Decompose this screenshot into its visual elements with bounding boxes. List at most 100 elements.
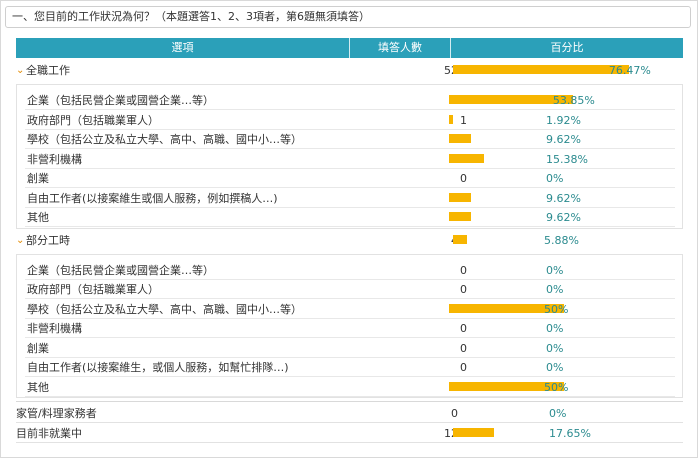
list-item: 學校（包括公立及私立大學、高中、高職、國中小…等）250%	[25, 300, 675, 319]
percent-bar-track	[449, 153, 679, 163]
percent-bar-track	[449, 134, 679, 143]
response-count: 0	[460, 361, 467, 374]
percent-bar	[449, 192, 472, 202]
response-count: 0	[460, 263, 467, 277]
header-percent: 百分比	[550, 41, 584, 54]
header-option: 選項	[171, 41, 194, 54]
table-header: 選項 填答人數 百分比	[16, 38, 683, 58]
option-label: 家管/料理家務者	[16, 407, 97, 420]
percent-bar	[449, 212, 472, 221]
option-label: 自由工作者(以接案維生，或個人服務，如幫忙排隊…)	[27, 361, 289, 374]
list-item: 創業 0 0%	[25, 339, 675, 358]
response-count: 0	[460, 322, 467, 335]
percent-bar-track	[453, 408, 683, 417]
percent-bar	[449, 134, 472, 143]
list-item: 目前非就業中 12 17.65%	[16, 424, 683, 443]
list-item: 其他250%	[25, 378, 675, 397]
percent-value: 50%	[544, 380, 569, 394]
percent-bar-track	[449, 343, 679, 352]
percent-bar-track	[453, 65, 683, 74]
option-label: 企業（包括民營企業或國營企業…等）	[27, 263, 214, 277]
response-count: 0	[460, 172, 467, 185]
percent-value: 1.92%	[546, 113, 581, 127]
header-separator	[349, 38, 350, 58]
list-item: 自由工作者(以接案維生，或個人服務，如幫忙排隊…) 0 0%	[25, 358, 675, 377]
percent-bar-track	[449, 323, 679, 332]
percent-bar	[453, 428, 494, 437]
percent-bar-track	[453, 428, 683, 437]
percent-value: 0%	[546, 283, 564, 296]
percent-value: 9.62%	[546, 211, 581, 224]
option-label: 創業	[27, 172, 49, 185]
response-count: 0	[451, 407, 458, 420]
option-label: 其他	[27, 211, 49, 224]
group-detail-box: 企業（包括民營企業或國營企業…等） 0 0% 政府部門（包括職業軍人） 0 0% 學校（包括…	[16, 253, 683, 398]
option-label: 非營利機構	[27, 322, 82, 335]
list-item: 企業（包括民營企業或國營企業…等） 0 0%	[25, 261, 675, 280]
percent-bar-track	[449, 303, 679, 313]
percent-bar	[449, 303, 564, 313]
response-count: 0	[460, 283, 467, 296]
option-label: 全職工作	[26, 64, 70, 77]
percent-bar	[449, 381, 564, 391]
list-item: 學校（包括公立及私立大學、高中、高職、國中小…等）59.62%	[25, 130, 675, 149]
list-item: 自由工作者(以接案維生或個人服務，例如撰稿人…)59.62%	[25, 189, 675, 208]
option-label: 目前非就業中	[16, 427, 82, 440]
option-label: 非營利機構	[27, 152, 82, 166]
percent-value: 0%	[546, 322, 564, 335]
percent-bar-track	[449, 381, 679, 391]
group-row[interactable]: ⌄ 全職工作 52 76.47%	[16, 61, 683, 80]
percent-bar-track	[453, 234, 683, 244]
percent-value: 0%	[546, 172, 564, 185]
group-row[interactable]: ⌄部分工時 4 5.88%	[16, 231, 683, 250]
list-item: 家管/料理家務者 0 0%	[16, 404, 683, 423]
percent-bar	[453, 65, 629, 74]
percent-bar	[453, 234, 467, 244]
percent-bar	[449, 114, 454, 124]
percent-value: 9.62%	[546, 191, 581, 205]
response-count: 52	[444, 64, 458, 77]
option-label: 部分工時	[26, 233, 70, 247]
option-label: 學校（包括公立及私立大學、高中、高職、國中小…等）	[27, 302, 302, 316]
percent-bar-track	[449, 284, 679, 293]
question-title: 一、您目前的工作狀況為何？（本題選答1、2、3項者，第6題無須填答）	[5, 6, 691, 28]
option-label: 創業	[27, 341, 49, 355]
option-label: 學校（包括公立及私立大學、高中、高職、國中小…等）	[27, 133, 302, 146]
percent-bar-track	[449, 95, 679, 104]
section-divider	[16, 401, 683, 402]
list-item: 非營利機構815.38%	[25, 150, 675, 169]
percent-bar-track	[449, 265, 679, 274]
percent-bar-track	[449, 173, 679, 182]
percent-value: 0%	[546, 341, 564, 355]
percent-value: 9.62%	[546, 133, 581, 146]
list-item: 非營利機構 0 0%	[25, 319, 675, 338]
percent-bar-track	[449, 212, 679, 221]
group-detail-box: 企業（包括民營企業或國營企業…等）2853.85% 政府部門（包括職業軍人） 1 1.…	[16, 84, 683, 229]
percent-value: 50%	[544, 302, 569, 316]
percent-bar	[449, 95, 573, 104]
response-count: 1	[460, 113, 467, 127]
percent-value: 76.47%	[608, 64, 651, 77]
percent-value: 0%	[546, 263, 564, 277]
chevron-down-icon[interactable]: ⌄	[16, 65, 25, 76]
list-item: 其他59.62%	[25, 208, 675, 227]
chevron-down-icon[interactable]: ⌄	[16, 234, 25, 246]
option-label: 其他	[27, 380, 49, 394]
percent-bar	[449, 153, 485, 163]
list-item: 政府部門（包括職業軍人） 0 0%	[25, 280, 675, 299]
header-count: 填答人數	[378, 41, 422, 54]
percent-bar-track	[449, 362, 679, 371]
option-label: 自由工作者(以接案維生或個人服務，例如撰稿人…)	[27, 191, 278, 205]
option-label: 政府部門（包括職業軍人）	[27, 113, 159, 127]
option-label: 企業（包括民營企業或國營企業…等）	[27, 94, 214, 107]
percent-bar-track	[449, 114, 679, 124]
list-item: 企業（包括民營企業或國營企業…等）2853.85%	[25, 91, 675, 110]
option-label: 政府部門（包括職業軍人）	[27, 283, 159, 296]
response-count: 4	[406, 231, 458, 250]
percent-value: 53.85%	[552, 94, 595, 107]
response-count: 0	[460, 341, 467, 355]
percent-value: 0%	[546, 361, 564, 374]
percent-value: 17.65%	[549, 427, 591, 440]
list-item: 政府部門（包括職業軍人） 1 1.92%	[25, 111, 675, 130]
